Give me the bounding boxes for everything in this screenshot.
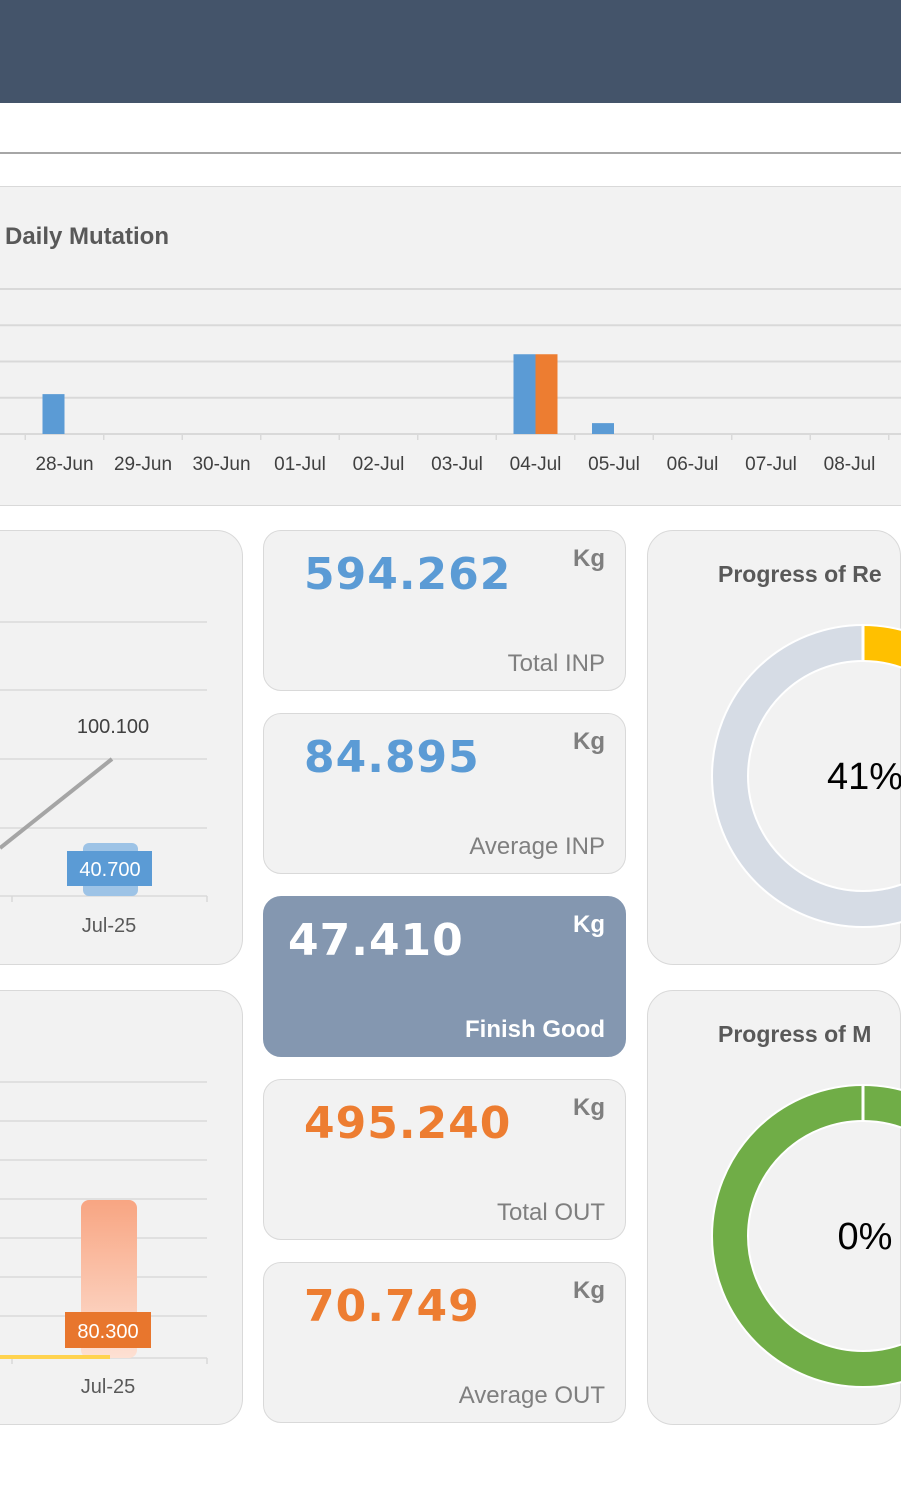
x-tick-label: 08-Jul bbox=[824, 454, 876, 475]
donut-chart-1: 41% bbox=[711, 624, 901, 928]
donut-chart-2: 0% bbox=[711, 1084, 901, 1388]
bar-data-label: 80.300 bbox=[77, 1321, 138, 1343]
series-line bbox=[0, 757, 114, 850]
kpi-value: 47.410 bbox=[288, 915, 464, 966]
output-trend-chart: 80.300 Jul-25 bbox=[0, 1081, 208, 1398]
divider bbox=[0, 152, 901, 154]
kpi-value: 594.262 bbox=[304, 549, 512, 600]
bar-05-Jul bbox=[592, 423, 614, 434]
kpi-label: Average INP bbox=[469, 833, 605, 860]
x-tick-label: 06-Jul bbox=[667, 454, 719, 475]
x-tick-label: 03-Jul bbox=[431, 454, 483, 475]
kpi-card-total-inp: 594.262 Kg Total INP bbox=[263, 530, 626, 691]
kpi-value: 70.749 bbox=[304, 1281, 480, 1332]
kpi-label: Finish Good bbox=[465, 1016, 605, 1043]
x-tick-label: 29-Jun bbox=[114, 454, 172, 475]
bar-04-Jul bbox=[513, 354, 536, 434]
kpi-unit: Kg bbox=[573, 1277, 605, 1304]
bar-data-label-box bbox=[65, 1312, 151, 1348]
x-tick-label: 30-Jun bbox=[192, 454, 250, 475]
line-data-label: 100.100 bbox=[77, 716, 149, 738]
x-tick-label: Jul-25 bbox=[82, 915, 136, 937]
kpi-value: 495.240 bbox=[304, 1098, 512, 1149]
kpi-card-total-out: 495.240 Kg Total OUT bbox=[263, 1079, 626, 1240]
bar-data-label-box bbox=[67, 851, 152, 886]
x-tick-label: 07-Jul bbox=[745, 454, 797, 475]
x-tick-label: 28-Jun bbox=[35, 454, 93, 475]
kpi-unit: Kg bbox=[573, 545, 605, 572]
input-trend-chart: 100.100 40.700 Jul-25 bbox=[0, 621, 208, 937]
kpi-label: Average OUT bbox=[458, 1382, 605, 1409]
progress-title: Progress of M bbox=[718, 1021, 872, 1047]
x-tick-label: 02-Jul bbox=[353, 454, 405, 475]
donut-center-label: 41% bbox=[827, 756, 901, 798]
kpi-card-average-inp: 84.895 Kg Average INP bbox=[263, 713, 626, 874]
progress-title: Progress of Re bbox=[718, 561, 882, 587]
kpi-card-finish-good: 47.410 Kg Finish Good bbox=[263, 896, 626, 1057]
header-bar bbox=[0, 0, 901, 103]
bar-28-Jun bbox=[42, 394, 65, 434]
kpi-unit: Kg bbox=[573, 728, 605, 755]
daily-mutation-panel: Daily Mutation bbox=[0, 186, 901, 506]
kpi-value: 84.895 bbox=[304, 732, 480, 783]
x-tick-label: 05-Jul bbox=[588, 454, 640, 475]
kpi-label: Total INP bbox=[507, 650, 605, 677]
donut-center-label: 0% bbox=[838, 1216, 893, 1258]
kpi-unit: Kg bbox=[573, 911, 605, 938]
daily-mutation-title: Daily Mutation bbox=[5, 223, 170, 250]
x-tick-label: 04-Jul bbox=[510, 454, 562, 475]
bar-04-Jul bbox=[535, 354, 558, 434]
x-tick-label: 01-Jul bbox=[274, 454, 326, 475]
kpi-label: Total OUT bbox=[496, 1199, 605, 1226]
x-tick-label: Jul-25 bbox=[81, 1376, 135, 1398]
kpi-card-average-out: 70.749 Kg Average OUT bbox=[263, 1262, 626, 1423]
daily-mutation-chart: un28-Jun29-Jun30-Jun01-Jul02-Jul03-Jul04… bbox=[0, 288, 901, 475]
kpi-unit: Kg bbox=[573, 1094, 605, 1121]
bar-data-label: 40.700 bbox=[79, 859, 140, 881]
